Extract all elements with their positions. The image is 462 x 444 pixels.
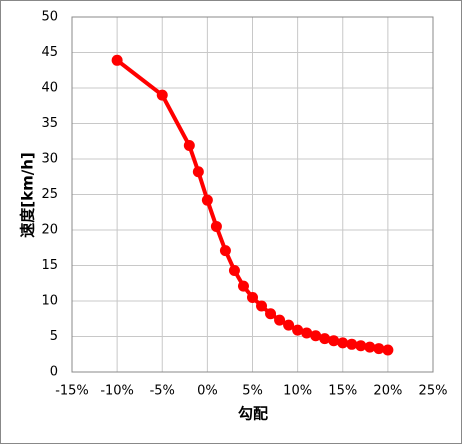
data-point bbox=[337, 337, 349, 349]
data-point bbox=[256, 300, 268, 312]
data-point bbox=[301, 327, 313, 339]
y-tick-label: 40 bbox=[41, 81, 58, 96]
data-point bbox=[364, 341, 376, 353]
data-point bbox=[228, 264, 240, 276]
x-tick-label: -5% bbox=[150, 384, 175, 399]
y-tick-label: 45 bbox=[41, 45, 58, 60]
y-tick-label: 50 bbox=[41, 10, 58, 25]
data-point bbox=[183, 140, 195, 152]
data-point bbox=[373, 343, 385, 355]
data-point bbox=[237, 280, 249, 292]
x-tick-label: 25% bbox=[419, 384, 448, 399]
y-tick-label: 35 bbox=[41, 116, 58, 131]
data-point bbox=[219, 245, 231, 257]
data-point bbox=[292, 324, 304, 336]
data-point bbox=[310, 330, 322, 342]
y-tick-label: 0 bbox=[50, 365, 58, 380]
x-tick-label: 10% bbox=[283, 384, 312, 399]
data-point bbox=[210, 220, 222, 232]
data-point bbox=[328, 335, 340, 347]
y-tick-label: 25 bbox=[41, 187, 58, 202]
data-point bbox=[111, 54, 123, 66]
data-point bbox=[382, 344, 394, 356]
y-tick-label: 15 bbox=[41, 258, 58, 273]
data-point bbox=[192, 166, 204, 178]
data-point bbox=[355, 340, 367, 352]
x-tick-label: 15% bbox=[328, 384, 357, 399]
y-tick-label: 30 bbox=[41, 152, 58, 167]
data-point bbox=[346, 338, 358, 350]
data-point bbox=[201, 194, 213, 206]
x-axis-label: 勾配 bbox=[238, 405, 268, 423]
x-tick-label: 0% bbox=[197, 384, 218, 399]
x-tick-label: -15% bbox=[55, 384, 89, 399]
x-tick-label: 20% bbox=[373, 384, 402, 399]
x-tick-label: -10% bbox=[100, 384, 134, 399]
data-point bbox=[283, 319, 295, 331]
data-point bbox=[247, 291, 258, 303]
y-tick-label: 20 bbox=[41, 223, 58, 238]
plot-border bbox=[71, 16, 434, 373]
x-tick-label: 5% bbox=[242, 384, 263, 399]
data-point bbox=[274, 314, 286, 326]
data-point bbox=[156, 89, 168, 101]
data-point bbox=[319, 333, 331, 345]
data-point bbox=[265, 308, 277, 320]
y-tick-label: 10 bbox=[41, 294, 58, 309]
y-tick-label: 5 bbox=[50, 329, 58, 344]
y-axis-label: 速度[km/h] bbox=[19, 152, 37, 237]
